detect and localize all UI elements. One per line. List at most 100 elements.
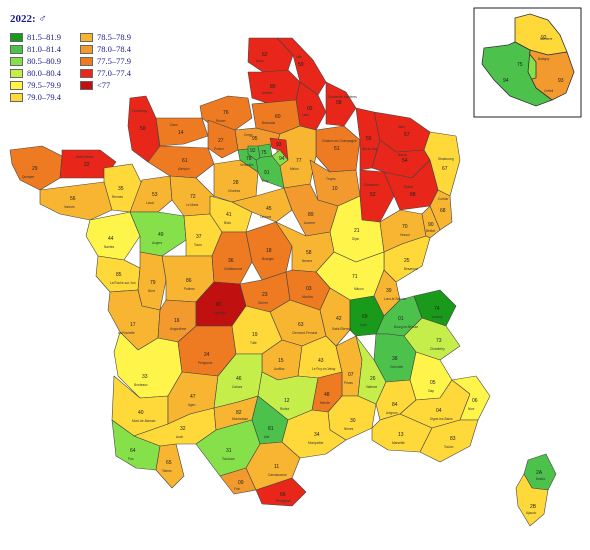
legend-label: 78.5–78.9 xyxy=(97,32,131,42)
dept-label-82: 82 xyxy=(236,410,242,416)
city-label: Gap xyxy=(428,389,434,393)
dept-65 xyxy=(155,443,185,489)
legend-label: 77.5–77.9 xyxy=(97,56,131,66)
dept-label-70: 70 xyxy=(402,224,408,230)
city-label: Albi xyxy=(264,435,270,439)
dept-label-76: 76 xyxy=(223,110,229,116)
dept-label-29: 29 xyxy=(32,166,38,172)
dept-label-09: 09 xyxy=(238,480,244,486)
city-label: Alençon xyxy=(178,167,190,171)
city-label: Nancy xyxy=(398,153,407,157)
dept-label-60: 60 xyxy=(275,114,281,120)
city-label: Guéret xyxy=(258,301,268,305)
city-label: Montpellier xyxy=(308,441,325,445)
city-label: Besançon xyxy=(404,267,418,271)
city-label: Caen xyxy=(170,123,178,127)
city-label: Vesoul xyxy=(400,233,410,237)
dept-label-78: 78 xyxy=(246,156,252,162)
city-label: Évry xyxy=(262,178,269,183)
legend-swatch xyxy=(10,93,23,102)
city-label: Saint-Brieuc xyxy=(76,155,94,159)
city-label: Charleville-Mézières xyxy=(328,95,357,99)
city-label: Laon xyxy=(302,113,309,117)
dept-label-25: 25 xyxy=(404,258,410,264)
dept-label-23: 23 xyxy=(262,292,268,298)
city-label: Créteil xyxy=(544,89,554,93)
dept-74 xyxy=(413,289,457,327)
dept-92 xyxy=(247,145,261,161)
legend-label: 78.0–78.4 xyxy=(97,44,131,54)
city-label: Metz xyxy=(398,125,405,129)
dept-label-52: 52 xyxy=(370,192,376,198)
dept-label-71: 71 xyxy=(352,274,358,280)
dept-label-05: 05 xyxy=(430,380,436,386)
department-labels: 62 59 76 80 02 08 50 14 27 60 51 55 57 6… xyxy=(32,52,543,510)
legend-label: 80.0–80.4 xyxy=(27,68,61,78)
dept-label-12: 12 xyxy=(284,398,290,404)
departments-layer xyxy=(9,37,557,527)
city-label: Auxerre xyxy=(304,221,315,225)
dept-label-92: 92 xyxy=(250,148,256,154)
city-label: Chambéry xyxy=(430,347,445,351)
city-label: Poitiers xyxy=(184,287,195,291)
dept-label-2B: 2B xyxy=(530,504,537,510)
city-label: Limoges xyxy=(214,311,226,315)
dept-label-45: 45 xyxy=(266,206,272,212)
dept-label-32: 32 xyxy=(180,426,186,432)
city-label: Grenoble xyxy=(390,365,403,369)
dept-label-87: 87 xyxy=(216,302,222,308)
city-label: Marseille xyxy=(392,441,405,445)
city-label: Belfort xyxy=(426,229,435,233)
city-label: Digne-les-Bains xyxy=(430,417,453,421)
city-label: Mâcon xyxy=(354,287,364,291)
city-label: Toulouse xyxy=(222,457,235,461)
city-label: Bastia xyxy=(536,477,545,481)
city-label: Rennes xyxy=(112,195,123,199)
dept-label-06: 06 xyxy=(472,398,478,404)
dept-label-19: 19 xyxy=(252,332,258,338)
city-label: Valence xyxy=(366,385,378,389)
dept-label-57: 57 xyxy=(404,132,410,138)
city-label: Auch xyxy=(176,435,183,439)
dept-label-43: 43 xyxy=(318,358,324,364)
city-label: Nice xyxy=(468,407,475,411)
dept-label-18: 18 xyxy=(266,248,272,254)
city-label: Mont-de-Marsan xyxy=(132,419,156,423)
dept-label-31: 31 xyxy=(226,448,232,454)
legend-label: 81.0–81.4 xyxy=(27,44,61,54)
dept-label-26: 26 xyxy=(370,376,376,382)
dept-label-16: 16 xyxy=(174,318,180,324)
city-label: Cergy xyxy=(244,133,253,137)
legend-swatch xyxy=(10,33,23,42)
city-label: La Rochelle xyxy=(118,331,135,335)
dept-56 xyxy=(39,181,113,221)
dept-label-62: 62 xyxy=(262,52,268,58)
city-label: Troyes xyxy=(326,177,336,181)
legend-swatch xyxy=(80,57,93,66)
city-label: Rouen xyxy=(216,119,226,123)
city-label: Cahors xyxy=(232,385,243,389)
dept-93 xyxy=(269,137,289,161)
city-label: Tulle xyxy=(250,341,257,345)
dept-90 xyxy=(421,205,441,239)
dept-label-73: 73 xyxy=(436,338,442,344)
legend-label: 77.0–77.4 xyxy=(97,68,131,78)
dept-label-51: 51 xyxy=(334,146,340,152)
dept-label-41: 41 xyxy=(226,212,232,218)
city-label: Nantes xyxy=(104,245,115,249)
legend: 81.5–81.9 81.0–81.4 80.5–80.9 80.0–80.4 … xyxy=(10,32,150,102)
dept-label-40: 40 xyxy=(138,410,144,416)
dept-61 xyxy=(147,145,215,179)
dept-label-07: 07 xyxy=(348,372,354,378)
city-label: Bordeaux xyxy=(134,383,148,387)
legend-swatch xyxy=(10,57,23,66)
city-label: Carcassonne xyxy=(268,473,287,477)
dept-label-42: 42 xyxy=(336,316,342,322)
legend-swatch xyxy=(80,45,93,54)
dept-label-10: 10 xyxy=(332,186,338,192)
legend-swatch xyxy=(10,45,23,54)
dept-label-81: 81 xyxy=(268,426,274,432)
dept-label-15: 15 xyxy=(278,358,284,364)
city-label: Toulon xyxy=(444,445,454,449)
